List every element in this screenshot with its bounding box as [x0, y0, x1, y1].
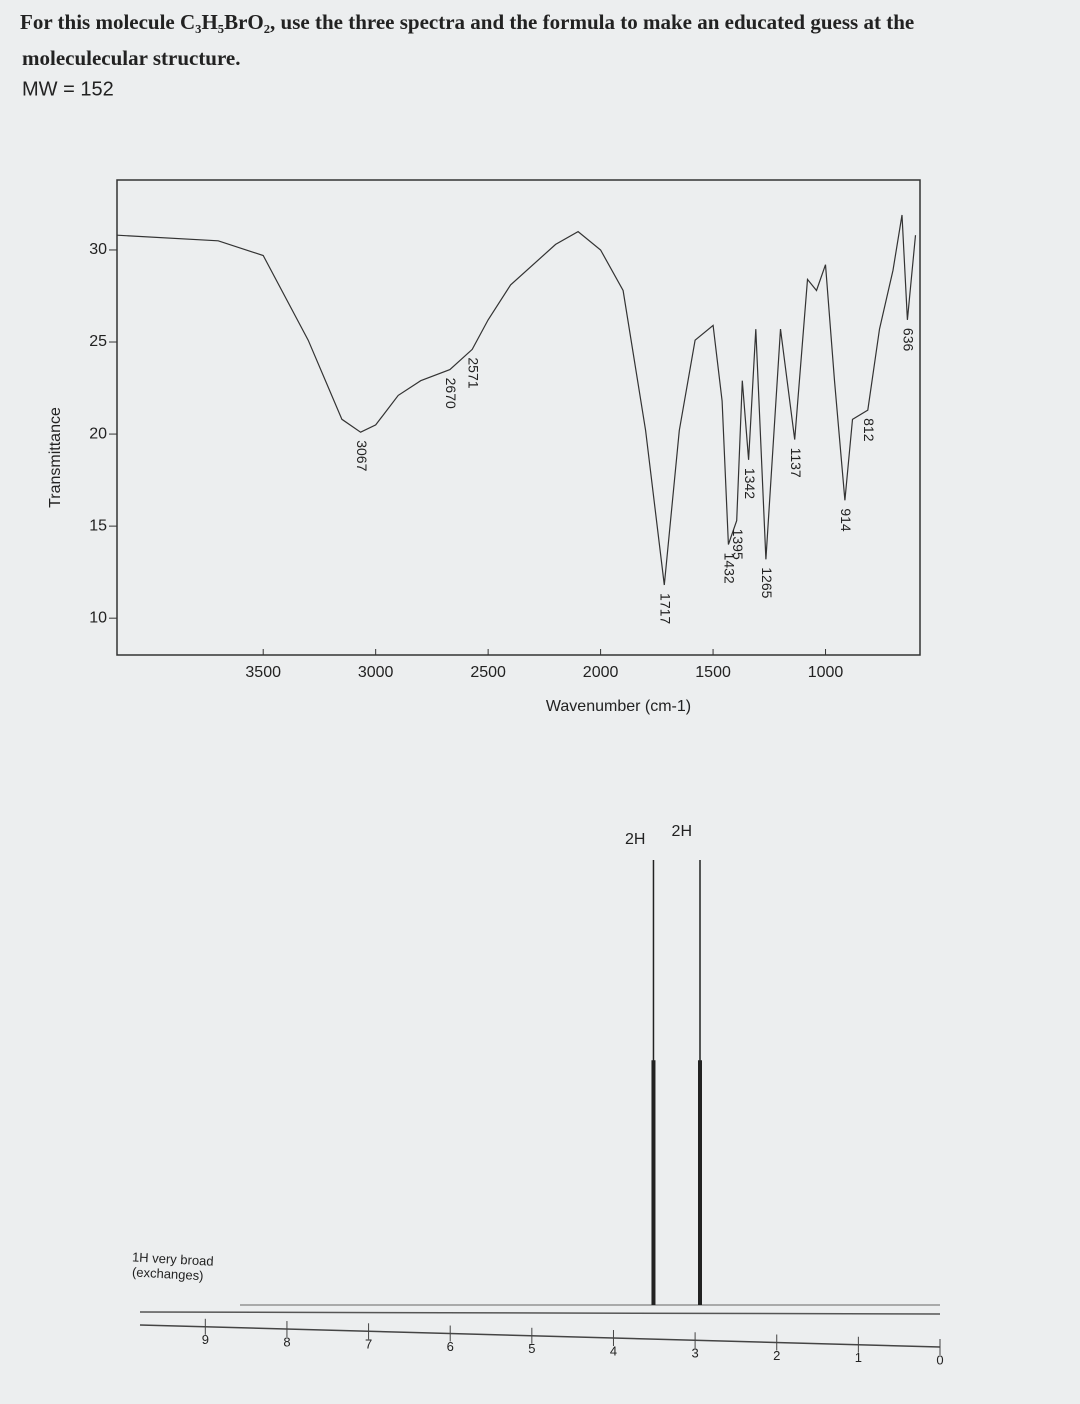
x-tick-label: 2000 [583, 664, 619, 681]
x-tick-label: 3500 [245, 664, 281, 681]
peak-label: 914 [838, 508, 854, 532]
nmr-peak-body [651, 1060, 656, 1305]
ppm-tick-label: 9 [202, 1332, 209, 1347]
ppm-tick-label: 4 [610, 1343, 617, 1358]
x-tick-label: 3000 [358, 664, 394, 681]
ppm-tick-label: 2 [773, 1348, 780, 1363]
x-tick-label: 1500 [695, 664, 731, 681]
peak-label: 3067 [354, 440, 370, 471]
peak-label: 1432 [722, 553, 738, 584]
ppm-tick-label: 8 [283, 1334, 290, 1349]
x-tick-label: 1000 [808, 664, 844, 681]
annotation: (exchanges) [132, 1264, 204, 1283]
y-tick-label: 15 [89, 517, 107, 534]
ppm-tick-label: 7 [365, 1337, 372, 1352]
ppm-tick-label: 6 [447, 1339, 454, 1354]
y-axis-label: Transmittance [47, 407, 64, 508]
y-tick-label: 20 [89, 425, 107, 442]
ppm-tick-label: 0 [936, 1352, 943, 1367]
peak-label: 1342 [742, 468, 758, 499]
integration-label: 2H [625, 831, 645, 848]
plot-frame [116, 179, 921, 656]
peak-label: 2670 [443, 378, 459, 409]
y-tick-label: 10 [89, 609, 107, 626]
x-tick-label: 2500 [470, 664, 506, 681]
peak-label: 636 [901, 328, 917, 352]
peak-label: 2571 [465, 357, 481, 388]
ir-spectrum-line [116, 214, 917, 586]
integration-baseline [139, 1311, 941, 1315]
question-text: For this molecule C₃H₅BrO₂, use the thre… [20, 10, 914, 34]
y-tick-label: 25 [89, 333, 107, 350]
peak-label: 1395 [730, 529, 746, 560]
integration-label: 2H [672, 823, 692, 840]
nmr-peak-body [698, 1060, 702, 1305]
molecular-weight: MW = 152 [22, 78, 114, 100]
peak-label: 812 [861, 418, 877, 442]
question-text: moleculecular structure. [22, 46, 241, 70]
x-axis-label: Wavenumber (cm-1) [546, 698, 691, 715]
ppm-tick-label: 1 [855, 1350, 862, 1365]
peak-label: 1717 [658, 593, 674, 624]
ppm-tick-label: 5 [528, 1341, 535, 1356]
peak-label: 1265 [759, 567, 775, 598]
ppm-tick-label: 3 [691, 1346, 698, 1361]
annotation: 1H very broad [132, 1249, 214, 1268]
peak-label: 1137 [788, 448, 804, 478]
y-tick-label: 30 [89, 241, 107, 258]
ppm-axis [139, 1324, 941, 1348]
